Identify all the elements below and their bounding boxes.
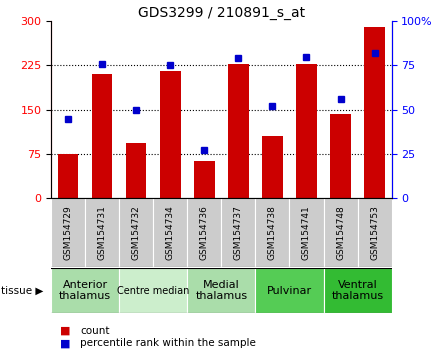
Text: ■: ■	[60, 326, 71, 336]
Bar	[330, 114, 351, 198]
Bar	[92, 74, 113, 198]
Text: GSM154738: GSM154738	[268, 205, 277, 260]
Bar	[228, 64, 249, 198]
Bar	[119, 268, 187, 313]
Bar	[126, 143, 146, 198]
Bar	[296, 64, 317, 198]
Bar	[222, 198, 255, 267]
Bar	[51, 268, 119, 313]
Bar	[160, 72, 181, 198]
Bar	[85, 198, 119, 267]
Text: Anterior
thalamus: Anterior thalamus	[59, 280, 111, 302]
Bar	[255, 268, 324, 313]
Title: GDS3299 / 210891_s_at: GDS3299 / 210891_s_at	[138, 6, 305, 20]
Text: Medial
thalamus: Medial thalamus	[195, 280, 247, 302]
Text: Ventral
thalamus: Ventral thalamus	[332, 280, 384, 302]
Bar	[364, 27, 385, 198]
Bar	[255, 198, 290, 267]
Text: Pulvinar: Pulvinar	[267, 286, 312, 296]
Text: GSM154734: GSM154734	[166, 205, 175, 260]
Bar	[58, 154, 78, 198]
Bar	[262, 136, 283, 198]
Text: GSM154729: GSM154729	[64, 205, 73, 260]
Text: count: count	[80, 326, 109, 336]
Bar	[290, 198, 324, 267]
Text: percentile rank within the sample: percentile rank within the sample	[80, 338, 256, 348]
Bar	[187, 268, 255, 313]
Bar	[358, 198, 392, 267]
Text: GSM154737: GSM154737	[234, 205, 243, 260]
Text: tissue ▶: tissue ▶	[1, 286, 43, 296]
Text: Centre median: Centre median	[117, 286, 190, 296]
Bar	[51, 198, 85, 267]
Bar	[324, 268, 392, 313]
Bar	[324, 198, 358, 267]
Text: GSM154731: GSM154731	[98, 205, 107, 260]
Bar	[119, 198, 153, 267]
Text: ■: ■	[60, 338, 71, 348]
Text: GSM154732: GSM154732	[132, 205, 141, 260]
Text: GSM154753: GSM154753	[370, 205, 379, 260]
Text: GSM154741: GSM154741	[302, 205, 311, 260]
Bar	[194, 161, 214, 198]
Text: GSM154748: GSM154748	[336, 205, 345, 260]
Bar	[153, 198, 187, 267]
Bar	[187, 198, 222, 267]
Text: GSM154736: GSM154736	[200, 205, 209, 260]
